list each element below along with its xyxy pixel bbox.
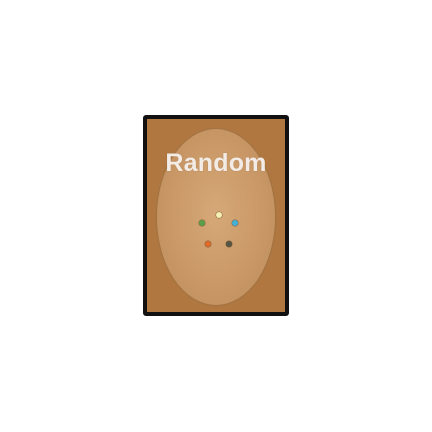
white-mana-icon (216, 212, 222, 218)
green-mana-icon (199, 220, 205, 226)
red-mana-icon (205, 241, 211, 247)
card-title: Random (165, 149, 267, 177)
black-mana-icon (226, 241, 232, 247)
blue-mana-icon (232, 220, 238, 226)
random-card[interactable]: Random (143, 115, 289, 316)
